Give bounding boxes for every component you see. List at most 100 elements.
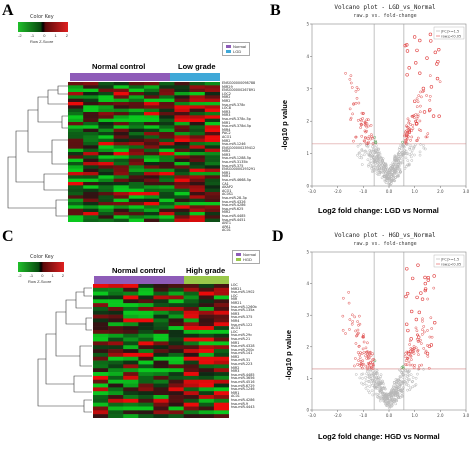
- heatmap-cell: [108, 387, 124, 392]
- heatmap-cell: [153, 352, 169, 358]
- volcano-point-sig: [435, 76, 440, 81]
- heatmap-cell: [153, 333, 169, 338]
- volcano-point: [391, 385, 395, 389]
- volcano-point: [416, 113, 420, 117]
- heatmap-cell: [138, 306, 154, 312]
- heatmap-cell: [108, 383, 124, 388]
- heatmap-cell: [159, 135, 175, 139]
- volcano-point: [428, 335, 432, 339]
- heatmap-cell: [168, 314, 184, 319]
- heatmap-cell: [113, 182, 130, 186]
- volcano-point: [403, 134, 406, 138]
- heatmap-cell: [213, 314, 229, 319]
- heatmap-cell: [168, 349, 184, 354]
- heatmap-cell: [113, 142, 130, 146]
- heatmap-cell: [68, 175, 84, 179]
- heatmap-cell: [198, 345, 215, 350]
- volcano-point: [369, 123, 373, 127]
- heatmap-cell: [183, 291, 200, 296]
- heatmap-cell: [108, 406, 124, 411]
- volcano-point: [393, 161, 397, 165]
- volcano-point: [394, 378, 398, 381]
- volcano-point: [367, 153, 371, 157]
- heatmap-cell: [83, 162, 99, 166]
- volcano-point: [401, 144, 405, 148]
- volcano-point: [370, 133, 373, 136]
- volcano-point: [370, 373, 373, 377]
- heatmap-cell: [159, 85, 175, 89]
- volcano-point: [383, 178, 387, 182]
- heatmap-cell: [174, 178, 190, 183]
- gene-label: hsa-miR-4668-5p: [222, 178, 252, 183]
- heatmap-cell: [174, 165, 190, 169]
- volcano-point: [368, 391, 371, 395]
- volcano-point: [377, 164, 380, 168]
- heatmap-cell: [174, 168, 190, 173]
- heatmap-cell: [83, 215, 99, 219]
- volcano-point: [372, 149, 376, 153]
- heatmap-cell: [113, 115, 130, 119]
- gene-label: hsa-miR-375: [222, 163, 244, 168]
- gene-label: APA1: [222, 224, 231, 229]
- volcano-point: [375, 377, 379, 381]
- heatmap-cell: [113, 98, 130, 103]
- volcano-point: [376, 173, 380, 176]
- volcano-point: [381, 397, 385, 401]
- heatmap-c: [93, 284, 229, 418]
- heatmap-cell: [113, 205, 130, 209]
- heatmap-cell: [144, 122, 160, 126]
- volcano-point: [412, 352, 416, 355]
- volcano-point-sig: [404, 322, 409, 326]
- heatmap-cell: [128, 185, 145, 189]
- heatmap-cell: [168, 364, 184, 369]
- volcano-point: [416, 372, 419, 376]
- volcano-point: [348, 107, 352, 111]
- volcano-point: [348, 328, 351, 331]
- heatmap-cell: [183, 414, 200, 418]
- heatmap-cell: [174, 142, 190, 146]
- heatmap-cell: [113, 102, 130, 106]
- volcano-point: [418, 110, 422, 114]
- heatmap-cell: [123, 414, 139, 418]
- heatmap-cell: [108, 306, 124, 312]
- heatmap-cell: [128, 85, 145, 89]
- volcano-point: [371, 145, 374, 149]
- volcano-point: [361, 376, 364, 380]
- heatmap-cell: [213, 345, 229, 350]
- heatmap-cell: [204, 135, 220, 139]
- heatmap-cell: [174, 158, 190, 163]
- volcano-point: [358, 314, 361, 318]
- volcano-point: [362, 333, 365, 337]
- heatmap-cell: [123, 329, 139, 335]
- heatmap-cell: [68, 115, 84, 119]
- group-label-low-grade: Low grade: [178, 62, 216, 71]
- heatmap-cell: [68, 195, 84, 199]
- volcano-point: [411, 376, 415, 379]
- heatmap-cell: [98, 98, 114, 103]
- heatmap-cell: [138, 341, 154, 346]
- volcano-point: [371, 352, 374, 356]
- heatmap-cell: [128, 195, 145, 199]
- volcano-point: [395, 399, 399, 403]
- heatmap-cell: [183, 345, 200, 350]
- heatmap-cell: [159, 182, 175, 186]
- heatmap-cell: [128, 158, 145, 163]
- heatmap-cell: [189, 218, 206, 222]
- heatmap-cell: [168, 356, 184, 361]
- heatmap-cell: [198, 360, 215, 365]
- heatmap-cell: [113, 118, 130, 123]
- heatmap-cell: [108, 368, 124, 373]
- heatmap-cell: [93, 345, 109, 350]
- heatmap-cell: [98, 82, 114, 86]
- volcano-point: [366, 375, 370, 378]
- heatmap-cell: [108, 310, 124, 315]
- heatmap-cell: [144, 115, 160, 119]
- volcano-point: [376, 153, 380, 157]
- volcano-point: [418, 150, 422, 154]
- heatmap-cell: [68, 162, 84, 166]
- heatmap-cell: [68, 202, 84, 206]
- volcano-point: [390, 398, 394, 401]
- volcano-point: [378, 377, 382, 380]
- heatmap-cell: [93, 310, 109, 315]
- heatmap-cell: [98, 218, 114, 222]
